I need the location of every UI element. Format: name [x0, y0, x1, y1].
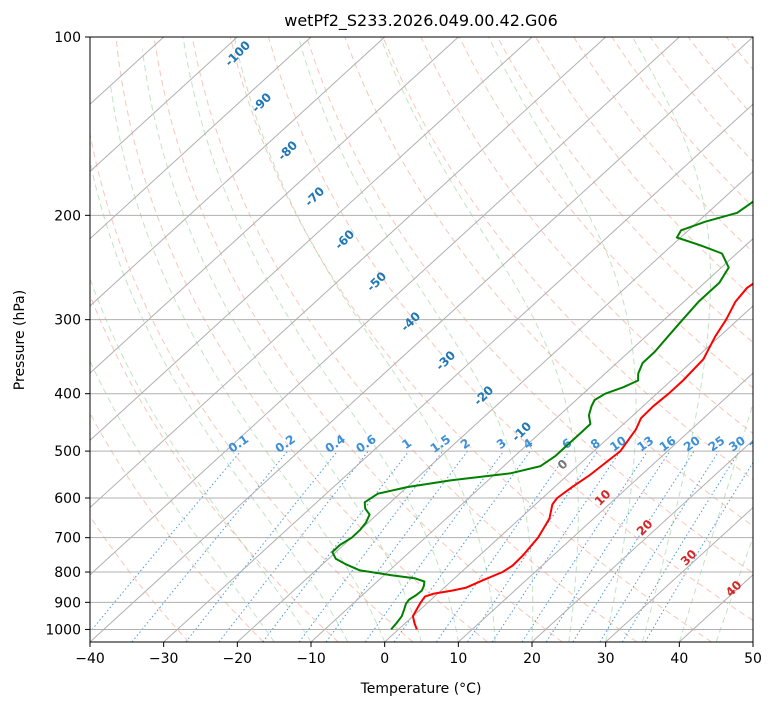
x-tick-label: 0 [380, 651, 389, 667]
isotherm-gridline [90, 37, 533, 442]
x-tick-label: −10 [296, 651, 326, 667]
dry-adiabats [90, 37, 775, 642]
dry-adiabat-line [90, 131, 414, 642]
dewpoint-profile-line [331, 200, 753, 631]
y-axis-label: Pressure (hPa) [12, 290, 28, 390]
y-tick-label: 400 [54, 387, 81, 403]
x-tick-label: −30 [149, 651, 179, 667]
dry-adiabat-line [765, 37, 775, 642]
x-axis-label: Temperature (°C) [360, 681, 482, 697]
dry-adiabat-line [90, 412, 264, 642]
plot-frame [89, 36, 754, 643]
mixing-ratio-line [298, 450, 444, 642]
mixing-ratio-line [545, 450, 671, 642]
mixing-ratio-line [491, 450, 621, 642]
dry-adiabat-line [191, 37, 638, 642]
isotherm-gridline [90, 37, 312, 240]
isotherm-gridline [531, 439, 753, 642]
x-tick-label: 30 [597, 651, 615, 667]
moist-adiabat-line [632, 37, 711, 642]
dry-adiabat-line [90, 515, 190, 642]
mixing-ratio-line [572, 450, 695, 642]
dry-adiabat-line [382, 37, 753, 481]
isotherm-gridline [90, 37, 238, 173]
dry-adiabat-line [535, 37, 753, 298]
moist-adiabat-line [233, 37, 496, 642]
x-tick-label: 40 [670, 651, 688, 667]
temperature-profile-line [411, 282, 753, 630]
moist-adiabat-line [715, 535, 753, 642]
isotherm-gridline [605, 506, 753, 642]
grid-lines [90, 37, 753, 642]
x-tick-label: −40 [75, 651, 105, 667]
mixing-ratio-label: 36 [747, 433, 769, 454]
isotherm-gridline [384, 305, 753, 642]
y-tick-label: 700 [54, 531, 81, 547]
mixing-ratio-line [325, 450, 468, 642]
y-tick-label: 600 [54, 491, 81, 507]
x-tick-label: 50 [744, 651, 762, 667]
isotherm-gridline [163, 103, 753, 642]
y-axis-ticks: 100 200 300 400 500 600 700 800 900 1000 [45, 30, 90, 638]
mixing-ratio-line [262, 450, 410, 642]
isotherm-gridline [90, 37, 459, 374]
moist-adiabat-line [141, 49, 422, 642]
moist-adiabat-line [297, 37, 534, 642]
y-tick-label: 900 [54, 595, 81, 611]
x-tick-label: −20 [223, 651, 253, 667]
moist-adiabat-line [380, 37, 579, 642]
y-tick-label: 800 [54, 565, 81, 581]
dry-adiabat-line [496, 37, 753, 344]
mixing-ratio-line [521, 450, 649, 642]
x-axis-ticks: −40 −30 −20 −10 0 10 20 30 40 50 [75, 642, 762, 667]
isotherm-gridline [310, 237, 753, 642]
moist-adiabat-line [488, 37, 637, 642]
isotherm-gridline [457, 372, 753, 642]
dry-adiabat-line [268, 37, 753, 622]
mixing-ratio-line [364, 450, 505, 642]
mixing-ratio-line [90, 450, 242, 633]
isotherm-gridline [90, 37, 680, 576]
isotherm-gridline [90, 37, 753, 642]
dry-adiabat-line [115, 37, 488, 642]
moist-adiabats [90, 37, 753, 642]
profile-series [331, 200, 753, 631]
y-tick-label: 100 [54, 30, 81, 46]
mixing-ratio-line [185, 450, 338, 642]
isotherm-gridline [90, 37, 386, 307]
mixing-ratio-line [131, 450, 288, 642]
y-tick-label: 500 [54, 444, 81, 460]
y-tick-label: 300 [54, 313, 81, 329]
moist-adiabat-line [678, 401, 753, 642]
y-tick-label: 1000 [45, 622, 81, 638]
mixing-ratio-line [467, 450, 599, 642]
y-tick-label: 200 [54, 208, 81, 224]
mixing-ratio-line [621, 450, 740, 642]
mixing-ratio-line [435, 450, 570, 642]
chart-title: wetPf2_S233.2026.049.00.42.G06 [284, 11, 558, 31]
moist-adiabat-line [182, 37, 459, 642]
x-tick-label: 10 [449, 651, 467, 667]
isotherm-gridline [752, 641, 753, 642]
dry-adiabat-line [153, 37, 563, 642]
moist-adiabat-line [90, 359, 275, 642]
dry-adiabat-line [306, 37, 753, 574]
x-tick-label: 20 [523, 651, 541, 667]
isotherm-gridline [90, 37, 607, 509]
